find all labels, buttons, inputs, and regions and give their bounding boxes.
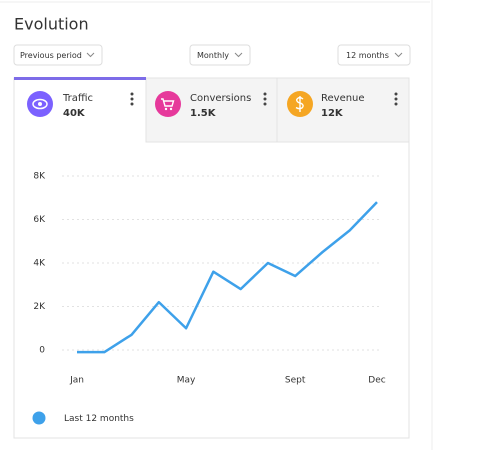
chevron [234,52,243,58]
y-tick-label: 0 [39,346,45,356]
tab-label[interactable]: Conversions [190,93,251,104]
menu-dots[interactable] [130,92,134,106]
tab[interactable]: Conversions 1.5K [155,91,267,119]
legend-label: Last 12 months [64,414,134,424]
tab-label[interactable]: Traffic [62,93,93,104]
dropdown[interactable]: Previous period [13,44,103,66]
tab-value: 12K [321,108,344,119]
tab-value: 1.5K [190,108,217,119]
dropdown-label[interactable]: 12 months [346,51,389,60]
title: Evolution [14,15,89,34]
legend-swatch [32,411,46,425]
menu-dots[interactable] [394,92,398,106]
active-tab-bar [14,77,146,80]
y-tick-label: 4K [33,259,46,269]
x-tick-label: Sept [285,376,306,386]
x-tick-label: Jan [69,376,84,386]
x-tick-label: Dec [368,376,385,386]
tab[interactable]: Traffic 40K [27,91,134,119]
dropdown-label[interactable]: Monthly [197,51,229,60]
tab-label[interactable]: Revenue [321,93,365,104]
dropdown-label[interactable]: Previous period [20,51,82,60]
plot: 0 2K 4K 6K 8K Jan May Sept Dec Last 12 months [32,172,386,425]
dropdown[interactable]: 12 months [337,44,411,66]
y-tick-label: 2K [33,302,46,312]
y-tick-label: 8K [33,172,46,182]
tab[interactable]: Revenue 12K [287,91,398,119]
menu-dots[interactable] [263,92,267,106]
tab-value: 40K [63,108,86,119]
chevron [86,52,95,58]
line [77,201,378,354]
x-tick-label: May [177,376,196,386]
dropdown[interactable]: Monthly [189,44,251,66]
chevron [394,52,403,58]
y-tick-label: 6K [33,215,46,225]
